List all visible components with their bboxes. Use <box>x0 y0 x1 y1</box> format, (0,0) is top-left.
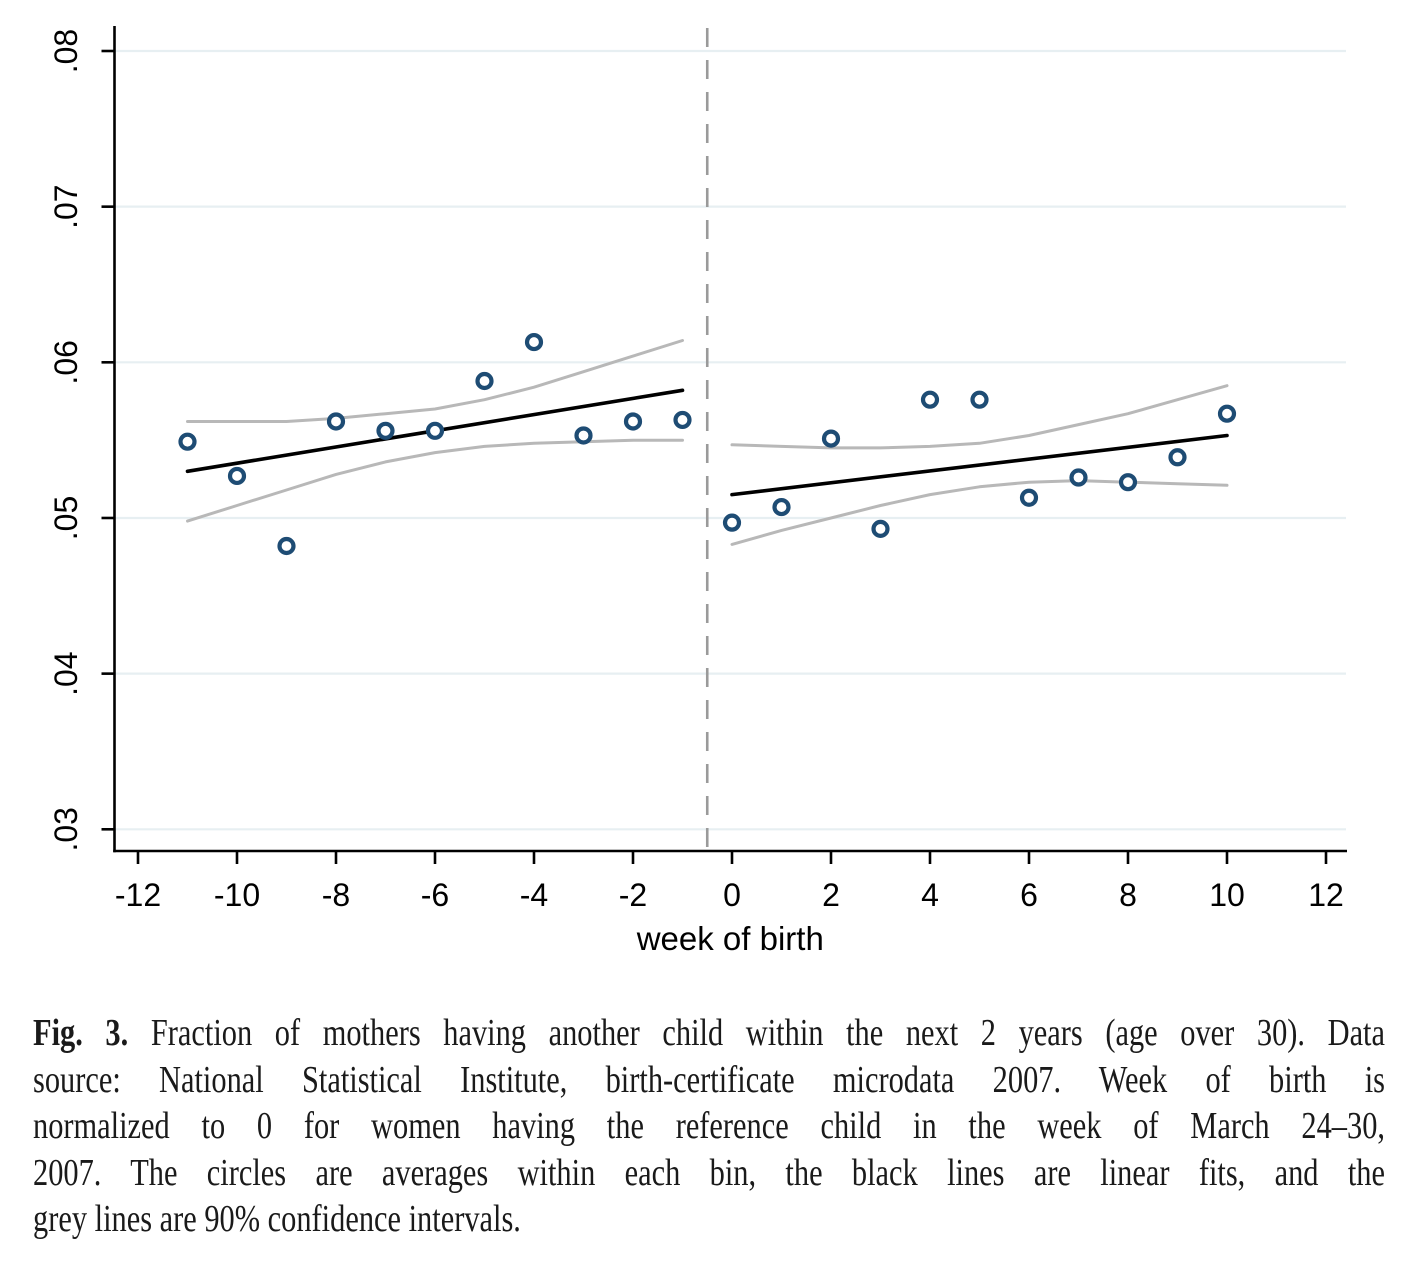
x-tick-label: 2 <box>822 877 840 913</box>
caption-line: normalized to 0 for women having the ref… <box>33 1105 1385 1147</box>
chart: .03 .04 .05 .06 .07 .08 -12 -10 -8 -6 -4 -2 0 2 4 6 8 10 1… <box>48 26 1347 957</box>
data-point <box>475 371 494 391</box>
data-point <box>623 412 643 431</box>
data-point <box>1217 404 1237 423</box>
data-point <box>772 497 791 517</box>
x-tick-label: -12 <box>115 877 161 913</box>
data-point <box>1019 488 1039 507</box>
x-tick-label: 10 <box>1209 877 1245 913</box>
data-point <box>1069 468 1088 487</box>
x-tick-label: -2 <box>619 877 647 913</box>
caption-line-text: Fraction of mothers having another child… <box>150 1012 1386 1054</box>
data-point <box>524 332 544 352</box>
data-point <box>821 429 841 448</box>
data-point <box>227 466 247 486</box>
caption-line: grey lines are 90% confidence intervals. <box>33 1198 521 1240</box>
data-point <box>277 536 296 556</box>
data-point <box>574 426 593 445</box>
data-point <box>673 410 692 430</box>
data-point <box>326 412 346 431</box>
ci90-lower-left <box>186 438 684 523</box>
caption-line: source: National Statistical Institute, … <box>33 1058 1385 1101</box>
data-point <box>871 519 890 538</box>
x-tick-label: -8 <box>322 877 350 913</box>
x-tick-label: 12 <box>1308 877 1344 913</box>
data-point <box>722 513 742 532</box>
x-tick-label: 6 <box>1020 877 1038 913</box>
data-point <box>425 421 445 440</box>
x-tick-label: -6 <box>421 877 449 913</box>
linear-fit-right <box>730 433 1229 497</box>
data-point <box>376 421 395 440</box>
ci90-upper-right <box>730 384 1229 450</box>
y-tick-label: .07 <box>48 184 84 228</box>
y-tick-label: .08 <box>48 29 84 73</box>
x-tick-label: 8 <box>1119 877 1137 913</box>
x-tick-label: 4 <box>921 877 939 913</box>
data-point <box>1168 448 1187 467</box>
ci90-upper-left <box>186 339 684 423</box>
data-point <box>970 390 989 409</box>
y-tick-label: .05 <box>48 496 84 540</box>
y-tick-label: .03 <box>48 807 84 851</box>
x-axis-title: week of birth <box>636 920 824 957</box>
data-point <box>178 432 197 451</box>
x-tick-label: -4 <box>520 877 548 913</box>
x-tick-label: -10 <box>214 877 260 913</box>
x-tick-label: 0 <box>723 877 741 913</box>
caption-line: Fig. 3. Fraction of mothers having anoth… <box>33 1010 1385 1057</box>
caption-line: 2007. The circles are averages within ea… <box>33 1151 1385 1194</box>
figure-caption: Fig. 3. Fraction of mothers having anoth… <box>33 1010 1385 1243</box>
data-point <box>920 390 940 409</box>
y-tick-label: .06 <box>48 340 84 384</box>
ci90-lower-right <box>730 479 1229 546</box>
caption-figure-label: Fig. 3. <box>33 1012 129 1054</box>
y-tick-label: .04 <box>48 651 84 695</box>
data-point <box>1118 473 1138 492</box>
